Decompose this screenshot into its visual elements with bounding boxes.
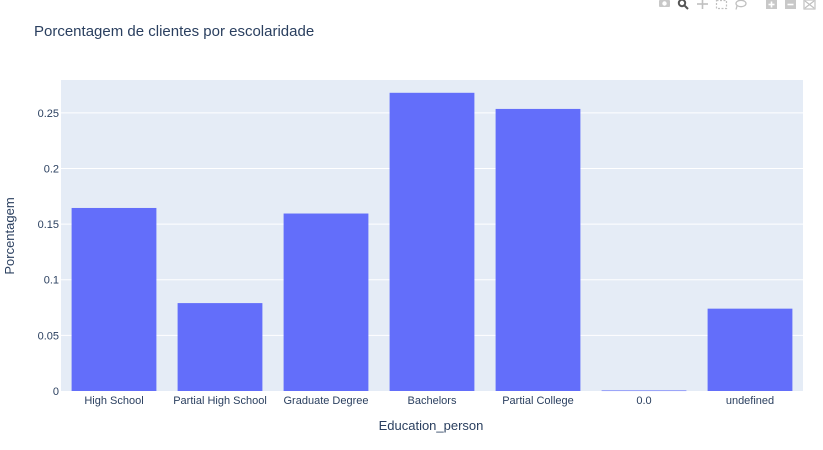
- zoom-in-icon[interactable]: [764, 0, 779, 10]
- y-tick-labels: 0 0.05 0.1 0.15 0.2 0.25: [38, 108, 59, 398]
- x-tick-label: Bachelors: [408, 395, 457, 407]
- x-tick-label: Partial High School: [173, 395, 267, 407]
- y-tick-label: 0: [53, 386, 59, 398]
- x-axis-title: Education_person: [379, 418, 484, 433]
- bar[interactable]: [495, 108, 581, 391]
- y-axis-title: Porcentagem: [2, 197, 17, 274]
- box-select-icon[interactable]: [714, 0, 729, 10]
- zoom-out-icon[interactable]: [783, 0, 798, 10]
- y-tick-label: 0.05: [38, 330, 59, 342]
- bar[interactable]: [71, 207, 157, 391]
- x-tick-label: undefined: [726, 395, 774, 407]
- bar[interactable]: [283, 213, 369, 391]
- bars: [71, 92, 793, 392]
- y-tick-label: 0.2: [44, 163, 59, 175]
- y-tick-label: 0.15: [38, 219, 59, 231]
- y-tick-label: 0.25: [38, 108, 59, 120]
- x-tick-label: Partial College: [502, 395, 574, 407]
- x-tick-label: Graduate Degree: [284, 395, 369, 407]
- y-tick-label: 0.1: [44, 275, 59, 287]
- x-tick-labels: High School Partial High School Graduate D…: [84, 395, 774, 407]
- chart-title: Porcentagem de clientes por escolaridade: [34, 23, 314, 40]
- bar[interactable]: [601, 390, 687, 392]
- bar[interactable]: [389, 92, 475, 391]
- bar[interactable]: [707, 308, 793, 391]
- autoscale-icon[interactable]: [802, 0, 817, 10]
- modebar: [657, 0, 817, 10]
- x-tick-label: High School: [84, 395, 143, 407]
- lasso-icon[interactable]: [733, 0, 748, 10]
- x-tick-label: 0.0: [636, 395, 651, 407]
- bar[interactable]: [177, 303, 263, 391]
- zoom-icon[interactable]: [676, 0, 691, 10]
- pan-icon[interactable]: [695, 0, 710, 10]
- camera-icon[interactable]: [657, 0, 672, 10]
